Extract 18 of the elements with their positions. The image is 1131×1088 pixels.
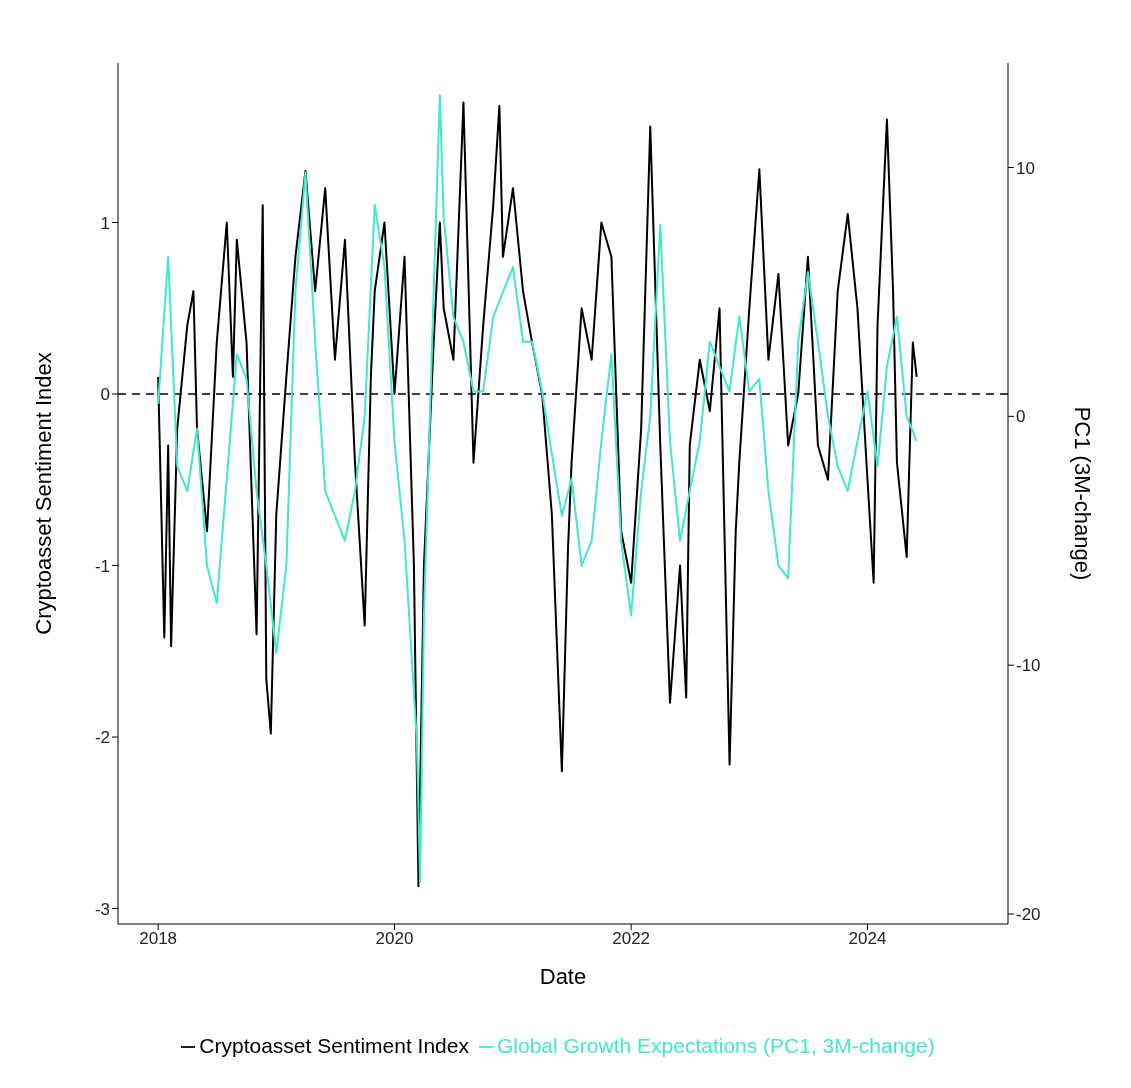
y-tick-label: -3 <box>94 899 110 919</box>
legend-label: Global Growth Expectations (PC1, 3M-change) <box>496 1034 935 1057</box>
y2-axis-title: PC1 (3M-change) <box>1070 406 1096 581</box>
x-axis-title: Date <box>539 964 587 989</box>
y-axis-title: Cryptoasset Sentiment Index <box>30 352 56 635</box>
x-tick-label: 2020 <box>375 929 414 949</box>
legend-label: Cryptoasset Sentiment Index <box>199 1034 469 1057</box>
x-tick-label: 2024 <box>848 929 887 949</box>
x-tick-label: 2022 <box>612 929 651 949</box>
y-tick-label: -2 <box>94 728 110 748</box>
y2-tick-label: -10 <box>1016 656 1041 676</box>
y-tick-label: -1 <box>94 556 110 576</box>
x-tick-label: 2018 <box>139 929 178 949</box>
y-tick-label: 0 <box>100 385 110 405</box>
y-tick-label: 1 <box>100 213 110 233</box>
y2-tick-label: 10 <box>1016 158 1035 178</box>
y2-tick-label: -20 <box>1016 905 1041 925</box>
y2-tick-label: 0 <box>1016 407 1026 427</box>
